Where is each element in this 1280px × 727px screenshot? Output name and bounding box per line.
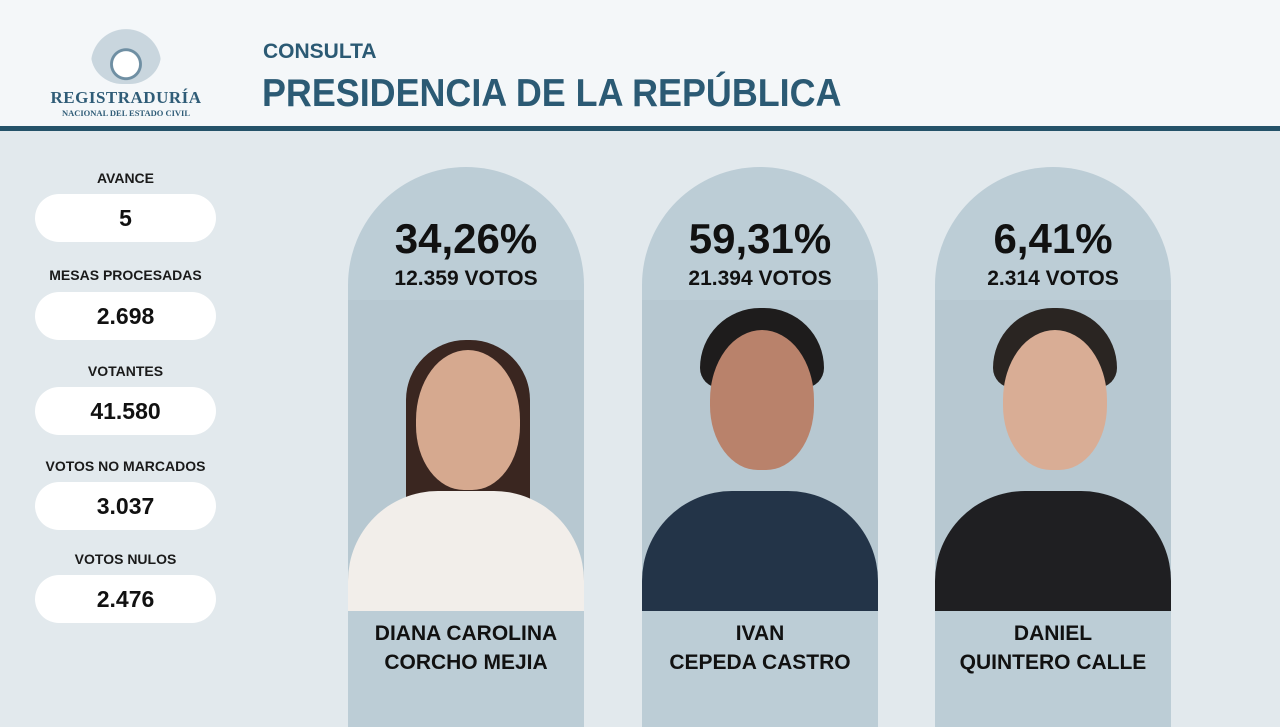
- stat-label-mesas: MESAS PROCESADAS: [49, 267, 202, 283]
- stat-value-mesas: 2.698: [35, 292, 216, 340]
- stat-label-no-marcados: VOTOS NO MARCADOS: [45, 458, 206, 474]
- stat-label-avance: AVANCE: [96, 170, 155, 186]
- stat-label-votantes: VOTANTES: [87, 363, 164, 379]
- candidate-votes: 21.394 VOTOS: [688, 267, 832, 290]
- page-subtitle: CONSULTA: [263, 40, 377, 63]
- stat-label-nulos: VOTOS NULOS: [74, 551, 177, 567]
- stat-value-nulos: 2.476: [35, 575, 216, 623]
- page-title: PRESIDENCIA DE LA REPÚBLICA: [262, 72, 842, 115]
- candidate-percent: 59,31%: [688, 215, 832, 262]
- logo-text: REGISTRADURÍA: [50, 88, 202, 107]
- candidate-name: DIANA CAROLINA CORCHO MEJIA: [374, 622, 558, 674]
- candidate-photo: [348, 300, 584, 611]
- header: REGISTRADURÍA NACIONAL DEL ESTADO CIVIL …: [0, 0, 1280, 131]
- candidate-photo: [935, 300, 1171, 611]
- seal-icon: [91, 18, 161, 84]
- logo-subtext: NACIONAL DEL ESTADO CIVIL: [61, 108, 191, 118]
- stat-value-votantes: 41.580: [35, 387, 216, 435]
- candidate-photo: [642, 300, 878, 611]
- candidate-percent: 34,26%: [394, 215, 538, 262]
- candidate-card: 34,26% 12.359 VOTOS DIANA CAROLINA CORCHO…: [348, 167, 584, 727]
- registraduria-logo: REGISTRADURÍA NACIONAL DEL ESTADO CIVIL: [46, 18, 206, 118]
- stat-value-avance: 5: [35, 194, 216, 242]
- candidate-card: 59,31% 21.394 VOTOS IVAN CEPEDA CASTRO: [642, 167, 878, 727]
- candidate-card: 6,41% 2.314 VOTOS DANIEL QUINTERO CALLE: [935, 167, 1171, 727]
- candidate-name: DANIEL QUINTERO CALLE: [959, 622, 1147, 674]
- candidate-percent: 6,41%: [993, 215, 1113, 262]
- candidate-name: IVAN CEPEDA CASTRO: [669, 622, 851, 674]
- candidate-votes: 12.359 VOTOS: [394, 267, 538, 290]
- stat-value-no-marcados: 3.037: [35, 482, 216, 530]
- candidate-votes: 2.314 VOTOS: [987, 267, 1119, 290]
